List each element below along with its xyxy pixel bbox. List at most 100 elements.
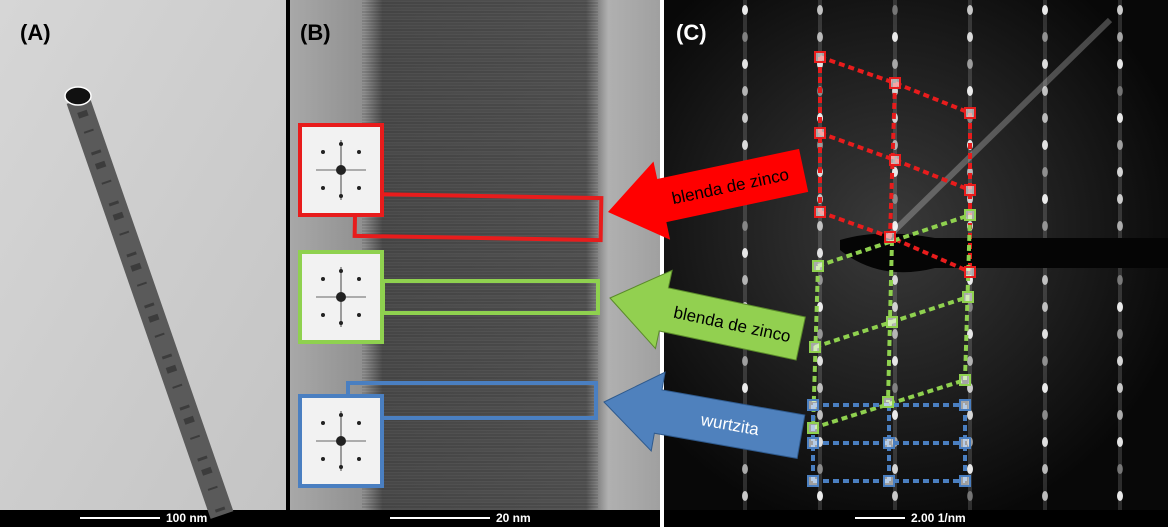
spot [742, 221, 748, 231]
lattice-node [884, 438, 894, 448]
fft-insets [300, 125, 382, 486]
spot [1117, 167, 1123, 177]
fft-spot [336, 292, 346, 302]
spot [742, 383, 748, 393]
spot [1042, 491, 1048, 501]
fft-spot [321, 421, 325, 425]
lattice-node [960, 476, 970, 486]
spot [892, 383, 898, 393]
spot [1042, 59, 1048, 69]
fft-spot [321, 457, 325, 461]
lattice-node [884, 476, 894, 486]
spot [1042, 356, 1048, 366]
spot [892, 329, 898, 339]
spot [742, 5, 748, 15]
spot [1117, 356, 1123, 366]
lattice-node [810, 342, 820, 352]
spot [1042, 221, 1048, 231]
divider [660, 0, 664, 527]
spot [892, 410, 898, 420]
fft-spot [357, 457, 361, 461]
spot [742, 140, 748, 150]
fft-spot [357, 150, 361, 154]
spot [892, 302, 898, 312]
spot [1117, 5, 1123, 15]
panel-b: (B) 20 nm [290, 0, 660, 525]
spot [817, 383, 823, 393]
spot [1117, 113, 1123, 123]
spot [742, 86, 748, 96]
fft-spot [321, 277, 325, 281]
lattice-node [965, 267, 975, 277]
lattice-node [815, 207, 825, 217]
scale-bar-label: 100 nm [166, 511, 207, 525]
lattice-node [808, 476, 818, 486]
scale-bar-label: 20 nm [496, 511, 531, 525]
fft-spot [339, 142, 343, 146]
spot [1117, 491, 1123, 501]
fft-spot [339, 413, 343, 417]
spot [742, 113, 748, 123]
spot [1117, 410, 1123, 420]
spot [1117, 32, 1123, 42]
spot [967, 5, 973, 15]
lattice-node [813, 261, 823, 271]
lattice-node [808, 423, 818, 433]
spot [817, 410, 823, 420]
spot [892, 5, 898, 15]
lattice-node [965, 185, 975, 195]
fft-spot [321, 150, 325, 154]
fft-spot [339, 465, 343, 469]
lattice-node [960, 375, 970, 385]
spot [1042, 167, 1048, 177]
fft-spot [357, 313, 361, 317]
spot [1042, 194, 1048, 204]
spot [1042, 410, 1048, 420]
spot [967, 410, 973, 420]
spot [967, 491, 973, 501]
spot [742, 356, 748, 366]
spot [817, 32, 823, 42]
spot [742, 59, 748, 69]
spot [967, 464, 973, 474]
fft-spot [339, 194, 343, 198]
fft-spot [339, 321, 343, 325]
panel-label: (C) [676, 20, 707, 45]
spot [1042, 275, 1048, 285]
spot [742, 32, 748, 42]
fft-spot [321, 186, 325, 190]
lattice-node [887, 317, 897, 327]
lattice-node [960, 438, 970, 448]
spot [892, 491, 898, 501]
spot [892, 59, 898, 69]
spot [1042, 302, 1048, 312]
spot [1117, 86, 1123, 96]
lattice-node [885, 232, 895, 242]
lattice-node [808, 400, 818, 410]
panel-label: (A) [20, 20, 51, 45]
spot [817, 491, 823, 501]
lattice-node [960, 400, 970, 410]
spot [1042, 464, 1048, 474]
fft-spot [321, 313, 325, 317]
spot [967, 59, 973, 69]
panel-label: (B) [300, 20, 331, 45]
spot [1117, 464, 1123, 474]
spot [892, 356, 898, 366]
fft-spot [336, 436, 346, 446]
lattice-node [883, 397, 893, 407]
fft-spot [357, 186, 361, 190]
spot [1042, 113, 1048, 123]
divider [286, 0, 290, 510]
fft-spot [339, 269, 343, 273]
spot [1117, 140, 1123, 150]
lattice-node [963, 292, 973, 302]
catalyst-tip [65, 87, 91, 105]
spot [1042, 437, 1048, 447]
spot [1117, 383, 1123, 393]
lattice-node [815, 128, 825, 138]
spot [817, 221, 823, 231]
spot [1042, 329, 1048, 339]
spot [742, 464, 748, 474]
panel-a: (A) 100 nm [0, 0, 286, 525]
